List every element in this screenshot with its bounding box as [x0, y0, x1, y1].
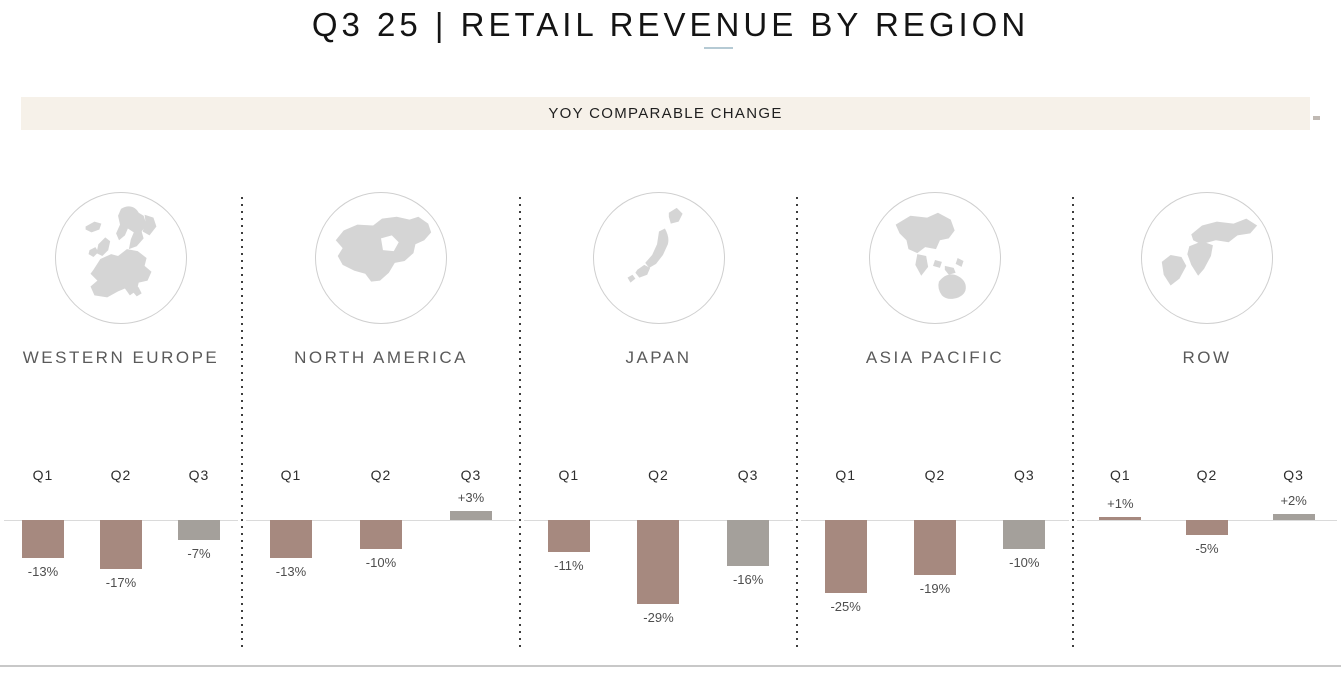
- bar: [359, 520, 402, 549]
- bar: [449, 511, 492, 520]
- quarter-label: Q2: [648, 467, 669, 483]
- quarter-label: Q2: [110, 467, 132, 483]
- bar: [637, 520, 680, 605]
- asia-pacific-map-icon: [869, 192, 1001, 324]
- quarter-label: Q1: [835, 467, 856, 483]
- bar-group: Q1 +1%: [1077, 462, 1164, 662]
- quarter-label: Q2: [1196, 467, 1218, 483]
- banner-label: YOY COMPARABLE CHANGE: [548, 105, 783, 122]
- bar: [727, 520, 770, 567]
- row-map-icon: [1141, 192, 1273, 324]
- bar-group: Q2 -17%: [82, 462, 160, 662]
- quarter-label: Q3: [737, 467, 759, 483]
- bar: [99, 520, 142, 570]
- bar: [1272, 514, 1315, 520]
- region-bar-chart: Q1 -13% Q2 -10% Q3 +3%: [246, 462, 516, 662]
- region-label: ASIA PACIFIC: [865, 348, 1005, 367]
- bar: [269, 520, 312, 558]
- quarter-label: Q3: [188, 467, 210, 483]
- value-label: -16%: [732, 572, 764, 588]
- value-label: -5%: [1195, 540, 1219, 556]
- region-bar-chart: Q1 -11% Q2 -29% Q3 -16%: [524, 462, 793, 662]
- region-bar-chart: Q1 -13% Q2 -17% Q3 -7%: [4, 462, 238, 662]
- bar-group: Q2 -29%: [614, 462, 704, 662]
- value-label: +3%: [457, 490, 485, 506]
- japan-map-icon: [592, 192, 725, 324]
- value-label: +1%: [1107, 496, 1134, 511]
- page-title: Q3 25 | RETAIL REVENUE BY REGION: [311, 6, 1030, 43]
- value-label: +2%: [1280, 493, 1307, 509]
- quarter-label: Q2: [370, 467, 392, 483]
- bar-group: Q2 -10%: [336, 462, 426, 662]
- bar-group: Q2 -19%: [890, 462, 979, 662]
- region-label: WESTERN EUROPE: [22, 348, 220, 367]
- bar-group: Q1 -13%: [246, 462, 336, 662]
- bar-group: Q3 -16%: [703, 462, 793, 662]
- bar: [21, 520, 64, 558]
- north-america-map-icon: [315, 192, 447, 324]
- regions-grid: WESTERN EUROPE Q1 -13% Q2 -17% Q3 -7% NORTH A…: [0, 192, 1341, 662]
- dotted-separator: [241, 197, 243, 652]
- bar-group: Q3 -10%: [980, 462, 1069, 662]
- region-column-japan: JAPAN Q1 -11% Q2 -29% Q3 -16%: [520, 192, 797, 662]
- value-label: -19%: [919, 581, 951, 597]
- dotted-separator: [796, 197, 798, 652]
- region-column-western-europe: WESTERN EUROPE Q1 -13% Q2 -17% Q3 -7%: [0, 192, 242, 662]
- western-europe-map-icon: [55, 192, 187, 324]
- region-label: ROW: [1182, 348, 1232, 367]
- quarter-label: Q3: [460, 467, 482, 483]
- title-underline-accent: [704, 47, 733, 49]
- quarter-label: Q1: [280, 467, 302, 483]
- quarter-label: Q3: [1283, 467, 1304, 483]
- quarter-label: Q3: [1013, 467, 1035, 483]
- value-label: -7%: [187, 546, 211, 562]
- banner-edge-mark: [1313, 116, 1320, 120]
- bar: [1185, 520, 1228, 535]
- region-column-row: ROW Q1 +1% Q2 -5% Q3 +2%: [1073, 192, 1341, 662]
- bar: [824, 520, 867, 593]
- region-label: JAPAN: [625, 348, 692, 367]
- region-bar-chart: Q1 -25% Q2 -19% Q3 -10%: [801, 462, 1069, 662]
- value-label: -25%: [830, 598, 861, 614]
- region-bar-chart: Q1 +1% Q2 -5% Q3 +2%: [1077, 462, 1337, 662]
- quarter-label: Q1: [32, 467, 54, 483]
- value-label: -17%: [105, 575, 137, 591]
- bar-group: Q3 -7%: [160, 462, 238, 662]
- region-column-asia-pacific: ASIA PACIFIC Q1 -25% Q2 -19% Q3 -10%: [797, 192, 1073, 662]
- bottom-divider: [0, 665, 1341, 667]
- bar: [1099, 517, 1142, 520]
- value-label: -11%: [554, 557, 584, 573]
- dotted-separator: [519, 197, 521, 652]
- dotted-separator: [1072, 197, 1074, 652]
- bar-group: Q1 -13%: [4, 462, 82, 662]
- value-label: -13%: [27, 563, 59, 579]
- value-label: -13%: [275, 563, 307, 579]
- quarter-label: Q2: [924, 467, 946, 483]
- value-label: -10%: [365, 555, 397, 570]
- bar: [547, 520, 590, 552]
- quarter-label: Q1: [1109, 467, 1131, 483]
- bar-group: Q2 -5%: [1164, 462, 1251, 662]
- quarter-label: Q1: [558, 467, 580, 483]
- bar-group: Q3 +2%: [1250, 462, 1337, 662]
- bar: [913, 520, 956, 576]
- banner: YOY COMPARABLE CHANGE: [21, 97, 1310, 130]
- region-column-north-america: NORTH AMERICA Q1 -13% Q2 -10% Q3 +3%: [242, 192, 520, 662]
- value-label: -29%: [643, 610, 674, 626]
- region-label: NORTH AMERICA: [294, 348, 468, 367]
- bar-group: Q1 -25%: [801, 462, 890, 662]
- bar: [1003, 520, 1046, 549]
- value-label: -10%: [1009, 555, 1040, 570]
- bar-group: Q3 +3%: [426, 462, 516, 662]
- bar-group: Q1 -11%: [524, 462, 614, 662]
- bar: [177, 520, 220, 541]
